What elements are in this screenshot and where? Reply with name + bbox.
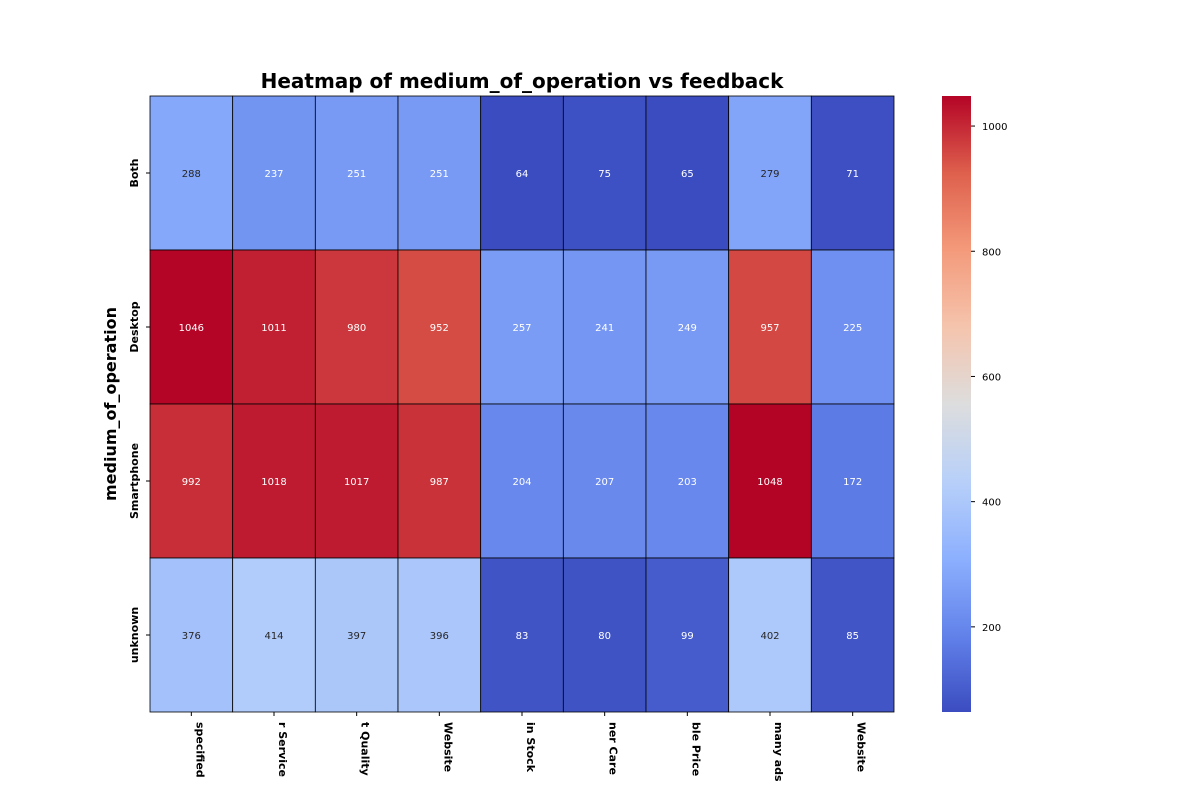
heatmap-cell (232, 557, 316, 713)
cell-value-label: 80 (598, 631, 611, 642)
colorbar-tick-label: 200 (982, 623, 1001, 634)
cell-value-label: 237 (264, 169, 283, 180)
cell-value-label: 1048 (757, 477, 782, 488)
cell-value-label: 71 (846, 169, 859, 180)
colorbar-tick-label: 800 (982, 247, 1001, 258)
heatmap-cell (645, 403, 730, 559)
cell-value-label: 414 (264, 631, 283, 642)
cell-value-label: 64 (516, 169, 529, 180)
heatmap-cell (314, 403, 399, 559)
chart-title: Heatmap of medium_of_operation vs feedba… (261, 69, 785, 93)
heatmap-cell (810, 557, 895, 713)
column-tick-label: r Service (276, 722, 289, 777)
colorbar: 200 400 600 800 1000 (942, 96, 1007, 712)
cell-value-label: 1017 (344, 477, 369, 488)
heatmap-cell (562, 95, 647, 251)
cell-value-label: 980 (347, 323, 366, 334)
heatmap-cells: 288 237 251 251 64 75 65 279 71 1046 1011 980 952 257… (149, 95, 895, 713)
cell-value-label: 987 (430, 477, 449, 488)
cell-value-label: 402 (760, 631, 779, 642)
row-tick-label: Both (128, 158, 141, 187)
row-tick-label: Smartphone (128, 443, 141, 519)
cell-value-label: 172 (843, 477, 862, 488)
cell-value-label: 99 (681, 631, 694, 642)
cell-value-label: 957 (760, 323, 779, 334)
cell-value-label: 203 (678, 477, 697, 488)
row-tick-labels: Both Desktop Smartphone unknown (128, 158, 150, 663)
heatmap-cell (728, 95, 812, 251)
heatmap-cell (645, 249, 730, 405)
cell-value-label: 85 (846, 631, 859, 642)
cell-value-label: 241 (595, 323, 614, 334)
cell-value-label: 75 (598, 169, 611, 180)
heatmap-cell (314, 95, 399, 251)
y-axis-label: medium_of_operation (101, 307, 120, 501)
colorbar-tick-label: 600 (982, 372, 1001, 383)
column-tick-label: ner Care (607, 722, 620, 775)
cell-value-label: 65 (681, 169, 694, 180)
heatmap-cell (810, 403, 895, 559)
colorbar-tick-label: 400 (982, 498, 1001, 509)
heatmap-cell (149, 249, 234, 405)
column-tick-label: ble Price (689, 722, 702, 776)
cell-value-label: 225 (843, 323, 862, 334)
cell-value-label: 1011 (261, 323, 286, 334)
cell-value-label: 396 (430, 631, 449, 642)
heatmap-cell (480, 95, 564, 251)
cell-value-label: 992 (182, 477, 201, 488)
column-tick-label: many ads (772, 722, 785, 782)
row-tick-label: unknown (128, 607, 141, 663)
column-tick-labels: specified r Service t Quality Website in Sto… (190, 712, 868, 782)
heatmap-cell (728, 249, 812, 405)
heatmap-cell (728, 557, 812, 713)
cell-value-label: 397 (347, 631, 366, 642)
heatmap-cell (810, 249, 895, 405)
cell-value-label: 376 (182, 631, 201, 642)
cell-value-label: 1046 (179, 323, 204, 334)
heatmap-cell (397, 403, 482, 559)
cell-value-label: 279 (760, 169, 779, 180)
column-tick-label: Website (441, 722, 454, 772)
row-tick-label: Desktop (128, 301, 141, 352)
column-tick-label: specified (193, 722, 206, 778)
cell-value-label: 249 (678, 323, 697, 334)
cell-value-label: 251 (347, 169, 366, 180)
column-tick-label: in Stock (524, 722, 537, 773)
heatmap-cell (480, 249, 564, 405)
cell-value-label: 207 (595, 477, 614, 488)
cell-value-label: 83 (516, 631, 529, 642)
heatmap-cell (397, 249, 482, 405)
cell-value-label: 257 (512, 323, 531, 334)
cell-value-label: 1018 (261, 477, 286, 488)
cell-value-label: 204 (512, 477, 531, 488)
heatmap-cell (397, 557, 482, 713)
cell-value-label: 952 (430, 323, 449, 334)
heatmap-cell (149, 95, 234, 251)
heatmap-cell (232, 403, 316, 559)
cell-value-label: 288 (182, 169, 201, 180)
heatmap-cell (314, 249, 399, 405)
column-tick-label: Website (855, 722, 868, 772)
heatmap-cell (480, 403, 564, 559)
heatmap-cell (232, 95, 316, 251)
heatmap-cell (562, 249, 647, 405)
column-tick-label: t Quality (359, 722, 372, 776)
cell-value-label: 251 (430, 169, 449, 180)
heatmap-cell (149, 403, 234, 559)
heatmap-cell (149, 557, 234, 713)
heatmap-cell (397, 95, 482, 251)
heatmap-cell (645, 557, 730, 713)
colorbar-gradient (942, 96, 971, 712)
colorbar-tick-label: 1000 (982, 122, 1007, 133)
